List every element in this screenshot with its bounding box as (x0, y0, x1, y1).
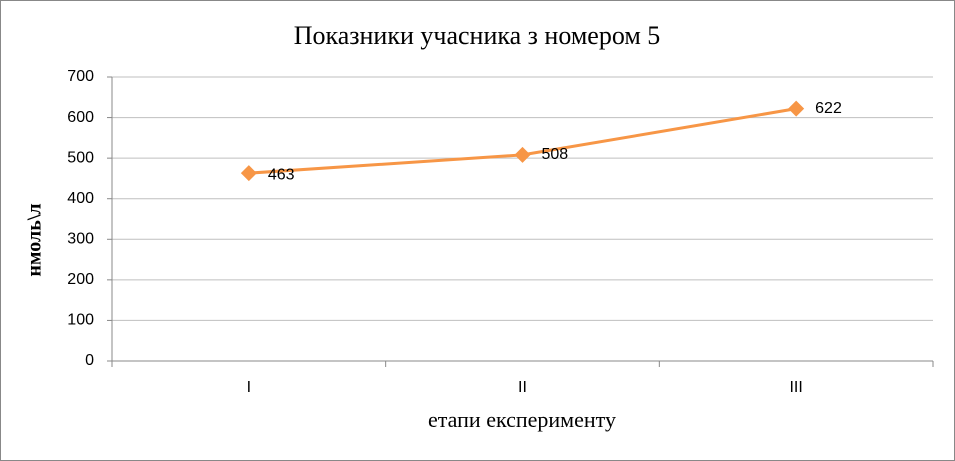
x-tick-label: I (247, 379, 251, 396)
x-axis-label: етапи експерименту (428, 407, 616, 432)
x-tick-label: II (518, 379, 527, 396)
x-tick-label: III (789, 379, 802, 396)
data-point (788, 100, 805, 117)
y-tick-label: 100 (67, 312, 94, 329)
y-tick-label: 300 (67, 231, 94, 248)
y-tick-label: 700 (67, 68, 94, 85)
y-tick-label: 600 (67, 109, 94, 126)
y-tick-label: 0 (85, 352, 94, 369)
data-label: 622 (815, 100, 842, 117)
y-tick-label: 400 (67, 190, 94, 207)
data-label: 508 (542, 146, 569, 163)
data-point (514, 146, 531, 163)
data-label: 463 (268, 166, 295, 183)
chart-title: Показники учасника з номером 5 (294, 21, 661, 50)
y-tick-label: 200 (67, 271, 94, 288)
y-tick-label: 500 (67, 149, 94, 166)
y-axis-label: нмоль\л (24, 203, 46, 276)
data-point (240, 165, 257, 182)
